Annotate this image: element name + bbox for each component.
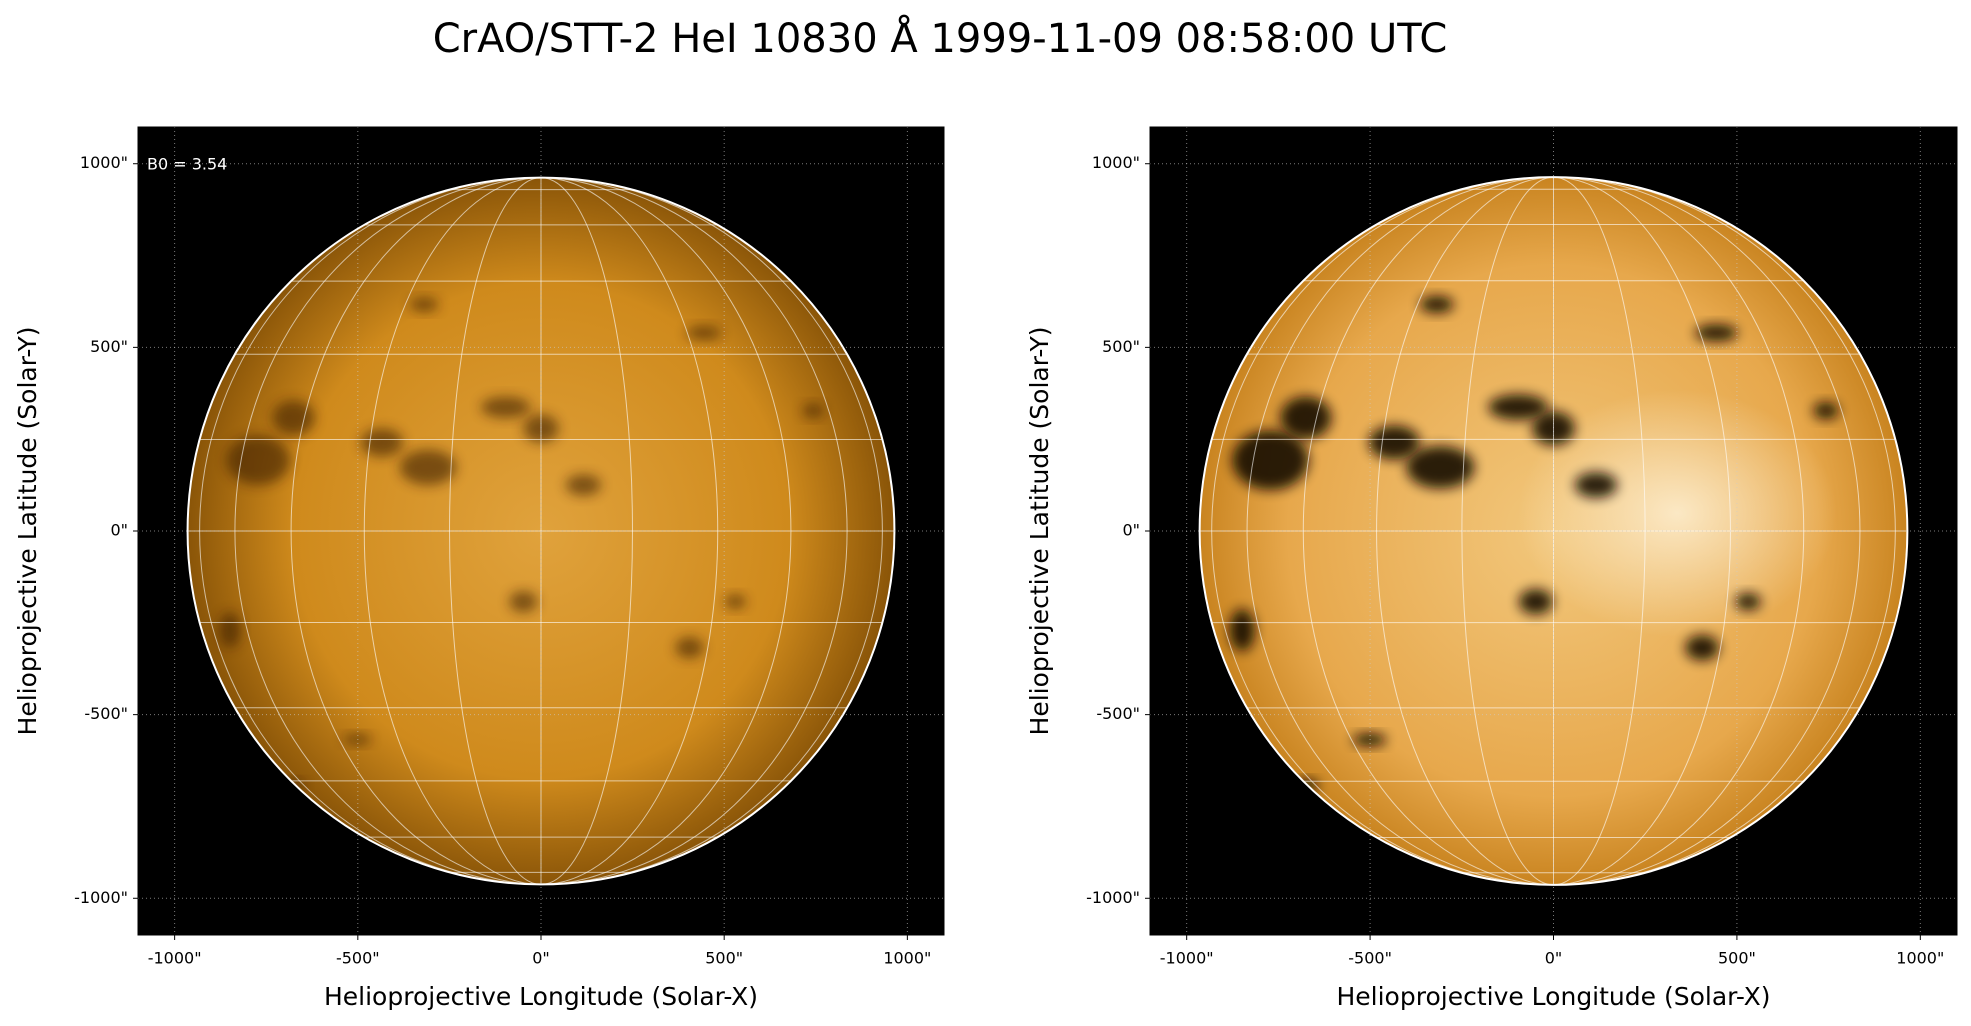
filament xyxy=(272,400,315,436)
filament xyxy=(480,396,531,418)
x-tick-label: 500" xyxy=(1718,949,1756,968)
filament xyxy=(675,637,704,659)
filament xyxy=(399,449,457,486)
filament xyxy=(565,474,602,496)
y-tick-label: 1000" xyxy=(1092,153,1140,172)
x-axis-label: Helioprojective Longitude (Solar-X) xyxy=(1336,982,1770,1011)
filament xyxy=(685,326,722,341)
axes-frame xyxy=(1149,126,1958,936)
y-tick-label: 0" xyxy=(110,521,128,540)
y-tick-label: 1000" xyxy=(80,153,128,172)
x-tick-label: 0" xyxy=(1545,949,1563,968)
filament xyxy=(343,734,372,745)
filament xyxy=(226,435,291,486)
y-tick-label: 0" xyxy=(1122,521,1140,540)
x-tick-label: 1000" xyxy=(883,949,931,968)
figure-title: CrAO/STT-2 HeI 10830 Å 1999-11-09 08:58:… xyxy=(433,14,1448,62)
filament xyxy=(1813,402,1839,420)
y-tick-label: -500" xyxy=(84,704,128,723)
filament xyxy=(1352,733,1387,747)
filament xyxy=(1280,396,1332,439)
filament xyxy=(1406,446,1475,489)
x-tick-label: 500" xyxy=(705,949,743,968)
x-axis-label: Helioprojective Longitude (Solar-X) xyxy=(324,982,758,1011)
filament xyxy=(1685,635,1720,661)
filament xyxy=(1695,324,1738,342)
x-tick-label: 0" xyxy=(532,949,550,968)
limb xyxy=(1198,176,1909,886)
filament xyxy=(1368,425,1420,460)
y-tick-label: 500" xyxy=(1102,337,1140,356)
y-tick-label: -1000" xyxy=(74,888,128,907)
filament xyxy=(1574,472,1618,498)
x-tick-label: -1000" xyxy=(1160,949,1214,968)
y-tick-label: -1000" xyxy=(1086,888,1140,907)
filament xyxy=(1419,296,1454,314)
filament xyxy=(360,428,404,457)
x-tick-label: -500" xyxy=(1348,949,1392,968)
axes-frame xyxy=(137,126,945,936)
filament xyxy=(802,403,824,418)
y-tick-label: -500" xyxy=(1096,704,1140,723)
x-tick-label: -1000" xyxy=(148,949,202,968)
y-axis-label: Helioprojective Latitude (Solar-Y) xyxy=(13,327,42,736)
y-axis-label: Helioprojective Latitude (Solar-Y) xyxy=(1025,327,1054,736)
filament xyxy=(1735,593,1761,611)
x-tick-label: 1000" xyxy=(1896,949,1944,968)
filament xyxy=(410,297,439,312)
x-tick-label: -500" xyxy=(336,949,380,968)
filament xyxy=(1488,394,1548,420)
filament xyxy=(219,612,241,648)
bright-region xyxy=(1518,389,1837,638)
filament xyxy=(1229,608,1255,652)
filament xyxy=(724,594,746,609)
annotation: B0 = 3.54 xyxy=(147,155,227,174)
filament xyxy=(509,591,538,613)
y-tick-label: 500" xyxy=(90,337,128,356)
filament xyxy=(1518,589,1553,615)
